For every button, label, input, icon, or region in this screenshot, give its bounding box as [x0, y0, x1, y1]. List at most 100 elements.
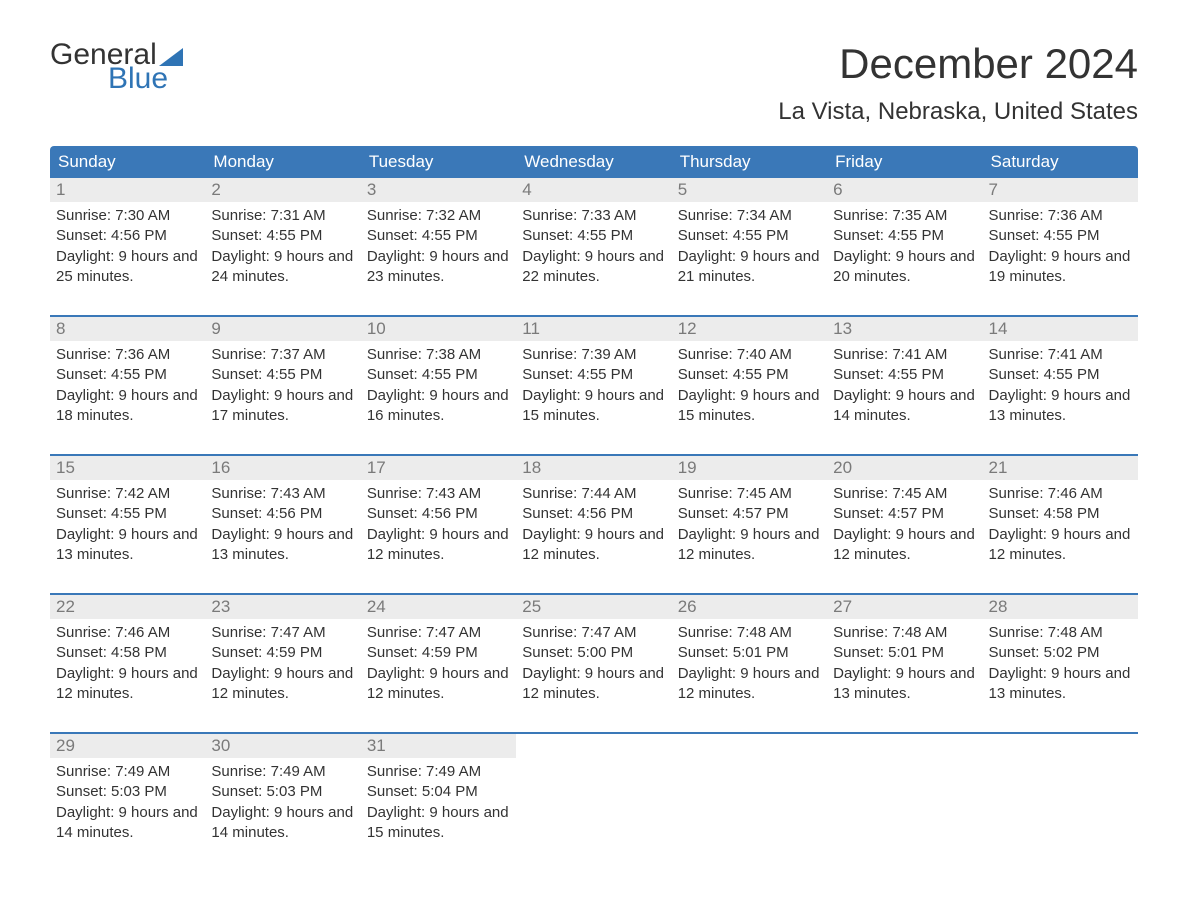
daylight-label: Daylight:: [522, 387, 580, 404]
sunset-label: Sunset:: [211, 366, 262, 383]
sunset-value: 4:59 PM: [422, 644, 478, 661]
sunrise-value: 7:42 AM: [115, 485, 170, 502]
day-detail-cell: Sunrise: 7:49 AMSunset: 5:03 PMDaylight:…: [50, 758, 205, 871]
logo-word2: Blue: [108, 64, 183, 94]
sunset-label: Sunset:: [833, 227, 884, 244]
daylight-label: Daylight:: [833, 665, 891, 682]
sunrise-label: Sunrise:: [211, 346, 266, 363]
day-number-row: 1234567: [50, 178, 1138, 202]
sunset-label: Sunset:: [367, 227, 418, 244]
daylight-label: Daylight:: [56, 804, 114, 821]
daylight-label: Daylight:: [211, 665, 269, 682]
sunset-value: 4:55 PM: [1044, 366, 1100, 383]
sunset-value: 5:00 PM: [577, 644, 633, 661]
sunrise-value: 7:48 AM: [892, 624, 947, 641]
day-detail-cell: Sunrise: 7:46 AMSunset: 4:58 PMDaylight:…: [983, 480, 1138, 594]
day-detail-cell: Sunrise: 7:49 AMSunset: 5:03 PMDaylight:…: [205, 758, 360, 871]
sunrise-value: 7:31 AM: [271, 207, 326, 224]
day-number-cell: 9: [205, 317, 360, 341]
day-detail-cell: Sunrise: 7:33 AMSunset: 4:55 PMDaylight:…: [516, 202, 671, 316]
sunrise-value: 7:41 AM: [1048, 346, 1103, 363]
daylight-label: Daylight:: [56, 248, 114, 265]
day-detail-cell: Sunrise: 7:36 AMSunset: 4:55 PMDaylight:…: [50, 341, 205, 455]
sunset-label: Sunset:: [678, 644, 729, 661]
sunrise-value: 7:48 AM: [1048, 624, 1103, 641]
day-header: Saturday: [983, 146, 1138, 178]
day-detail-cell: Sunrise: 7:39 AMSunset: 4:55 PMDaylight:…: [516, 341, 671, 455]
day-number-cell: 1: [50, 178, 205, 202]
day-detail-cell: Sunrise: 7:40 AMSunset: 4:55 PMDaylight:…: [672, 341, 827, 455]
sunrise-value: 7:49 AM: [115, 763, 170, 780]
day-number-cell: 26: [672, 595, 827, 619]
day-detail-cell: [516, 758, 671, 871]
sunrise-label: Sunrise:: [522, 207, 577, 224]
day-detail-cell: Sunrise: 7:31 AMSunset: 4:55 PMDaylight:…: [205, 202, 360, 316]
day-number-cell: 5: [672, 178, 827, 202]
sunset-value: 4:55 PM: [422, 366, 478, 383]
day-detail-cell: Sunrise: 7:43 AMSunset: 4:56 PMDaylight:…: [205, 480, 360, 594]
daylight-label: Daylight:: [367, 665, 425, 682]
month-title: December 2024: [778, 40, 1138, 88]
day-detail-cell: Sunrise: 7:43 AMSunset: 4:56 PMDaylight:…: [361, 480, 516, 594]
sunset-label: Sunset:: [211, 227, 262, 244]
sunset-value: 4:55 PM: [888, 366, 944, 383]
daylight-label: Daylight:: [522, 665, 580, 682]
sunrise-label: Sunrise:: [211, 624, 266, 641]
day-number-cell: 19: [672, 456, 827, 480]
day-number-cell: [516, 734, 671, 758]
day-detail-cell: Sunrise: 7:30 AMSunset: 4:56 PMDaylight:…: [50, 202, 205, 316]
sunset-label: Sunset:: [522, 366, 573, 383]
day-detail-cell: Sunrise: 7:47 AMSunset: 4:59 PMDaylight:…: [205, 619, 360, 733]
day-number-cell: 29: [50, 734, 205, 758]
sunrise-label: Sunrise:: [367, 207, 422, 224]
sunset-label: Sunset:: [833, 366, 884, 383]
sunset-value: 4:57 PM: [733, 505, 789, 522]
sunrise-label: Sunrise:: [56, 763, 111, 780]
sunset-value: 5:02 PM: [1044, 644, 1100, 661]
sunset-label: Sunset:: [522, 505, 573, 522]
sunset-label: Sunset:: [989, 505, 1040, 522]
sunrise-label: Sunrise:: [678, 624, 733, 641]
daylight-label: Daylight:: [211, 804, 269, 821]
daylight-label: Daylight:: [56, 665, 114, 682]
sunset-label: Sunset:: [367, 783, 418, 800]
sunrise-label: Sunrise:: [522, 624, 577, 641]
daylight-label: Daylight:: [833, 387, 891, 404]
sunset-label: Sunset:: [56, 783, 107, 800]
day-number-cell: 28: [983, 595, 1138, 619]
sunset-label: Sunset:: [678, 505, 729, 522]
daylight-label: Daylight:: [56, 526, 114, 543]
sunset-label: Sunset:: [989, 644, 1040, 661]
day-detail-cell: Sunrise: 7:45 AMSunset: 4:57 PMDaylight:…: [827, 480, 982, 594]
day-detail-cell: Sunrise: 7:35 AMSunset: 4:55 PMDaylight:…: [827, 202, 982, 316]
day-number-cell: 4: [516, 178, 671, 202]
sunrise-value: 7:46 AM: [115, 624, 170, 641]
day-number-cell: [983, 734, 1138, 758]
calendar-table: SundayMondayTuesdayWednesdayThursdayFrid…: [50, 146, 1138, 871]
day-number-cell: 24: [361, 595, 516, 619]
sunset-value: 4:55 PM: [422, 227, 478, 244]
day-number-cell: 11: [516, 317, 671, 341]
sunrise-value: 7:43 AM: [426, 485, 481, 502]
day-detail-cell: Sunrise: 7:36 AMSunset: 4:55 PMDaylight:…: [983, 202, 1138, 316]
day-number-row: 22232425262728: [50, 595, 1138, 619]
daylight-label: Daylight:: [678, 526, 736, 543]
day-detail-cell: Sunrise: 7:49 AMSunset: 5:04 PMDaylight:…: [361, 758, 516, 871]
daylight-label: Daylight:: [678, 665, 736, 682]
sunset-label: Sunset:: [211, 644, 262, 661]
sunset-value: 4:58 PM: [111, 644, 167, 661]
sunrise-value: 7:43 AM: [271, 485, 326, 502]
day-detail-cell: Sunrise: 7:45 AMSunset: 4:57 PMDaylight:…: [672, 480, 827, 594]
daylight-label: Daylight:: [367, 526, 425, 543]
daylight-label: Daylight:: [56, 387, 114, 404]
day-header: Thursday: [672, 146, 827, 178]
day-detail-row: Sunrise: 7:49 AMSunset: 5:03 PMDaylight:…: [50, 758, 1138, 871]
day-number-cell: 3: [361, 178, 516, 202]
day-detail-cell: Sunrise: 7:37 AMSunset: 4:55 PMDaylight:…: [205, 341, 360, 455]
daylight-label: Daylight:: [211, 248, 269, 265]
sunrise-label: Sunrise:: [56, 485, 111, 502]
sunrise-value: 7:45 AM: [892, 485, 947, 502]
day-detail-cell: Sunrise: 7:34 AMSunset: 4:55 PMDaylight:…: [672, 202, 827, 316]
sunrise-value: 7:49 AM: [426, 763, 481, 780]
sunset-label: Sunset:: [211, 505, 262, 522]
